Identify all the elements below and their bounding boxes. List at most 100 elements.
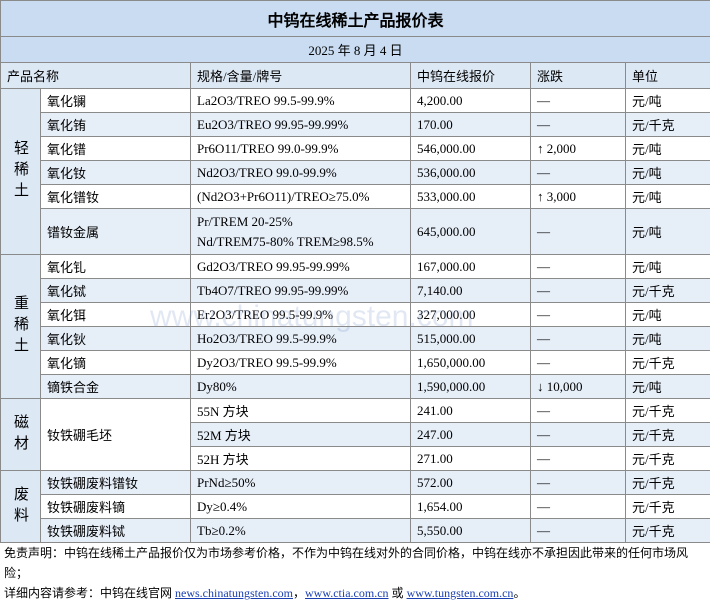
- data-row: 氧化镨钕(Nd2O3+Pr6O11)/TREO≥75.0%533,000.00↑…: [1, 185, 710, 209]
- group-label: 磁材: [1, 399, 41, 471]
- price: 7,140.00: [411, 279, 531, 303]
- unit: 元/吨: [626, 255, 710, 279]
- link[interactable]: www.tungsten.com.cn: [407, 586, 514, 600]
- change: ↑ 3,000: [531, 185, 626, 209]
- date: 2025 年 8 月 4 日: [1, 37, 710, 63]
- spec: Nd2O3/TREO 99.0-99.9%: [191, 161, 411, 185]
- change: —: [531, 423, 626, 447]
- price: 546,000.00: [411, 137, 531, 161]
- unit: 元/吨: [626, 375, 710, 399]
- column-header: 涨跌: [531, 63, 626, 89]
- spec: Dy≥0.4%: [191, 495, 411, 519]
- change: —: [531, 327, 626, 351]
- change: —: [531, 255, 626, 279]
- price-table: 中钨在线稀土产品报价表 2025 年 8 月 4 日 产品名称规格/含量/牌号中…: [0, 0, 710, 543]
- spec: Eu2O3/TREO 99.95-99.99%: [191, 113, 411, 137]
- unit: 元/千克: [626, 423, 710, 447]
- product-name: 镨钕金属: [41, 209, 191, 255]
- price: 247.00: [411, 423, 531, 447]
- price: 1,654.00: [411, 495, 531, 519]
- spec: Dy80%: [191, 375, 411, 399]
- product-name: 氧化镨: [41, 137, 191, 161]
- column-header: 单位: [626, 63, 710, 89]
- price: 167,000.00: [411, 255, 531, 279]
- title: 中钨在线稀土产品报价表: [1, 1, 710, 37]
- product-name: 氧化铒: [41, 303, 191, 327]
- product-name: 钕铁硼毛坯: [41, 399, 191, 471]
- product-name: 钕铁硼废料镨钕: [41, 471, 191, 495]
- change: —: [531, 519, 626, 543]
- product-name: 氧化镝: [41, 351, 191, 375]
- product-name: 氧化铕: [41, 113, 191, 137]
- group-label: 轻稀土: [1, 89, 41, 255]
- price: 327,000.00: [411, 303, 531, 327]
- reference: 详细内容请参考：中钨在线官网 news.chinatungsten.com，ww…: [4, 583, 710, 603]
- spec: Dy2O3/TREO 99.5-99.9%: [191, 351, 411, 375]
- price: 271.00: [411, 447, 531, 471]
- link[interactable]: www.ctia.com.cn: [305, 586, 389, 600]
- unit: 元/吨: [626, 185, 710, 209]
- price: 1,590,000.00: [411, 375, 531, 399]
- change: —: [531, 495, 626, 519]
- spec: Pr6O11/TREO 99.0-99.9%: [191, 137, 411, 161]
- unit: 元/吨: [626, 137, 710, 161]
- unit: 元/千克: [626, 519, 710, 543]
- column-header: 规格/含量/牌号: [191, 63, 411, 89]
- price: 4,200.00: [411, 89, 531, 113]
- change: —: [531, 279, 626, 303]
- price: 5,550.00: [411, 519, 531, 543]
- column-header: 产品名称: [1, 63, 191, 89]
- price: 515,000.00: [411, 327, 531, 351]
- unit: 元/千克: [626, 495, 710, 519]
- change: ↑ 2,000: [531, 137, 626, 161]
- spec: Ho2O3/TREO 99.5-99.9%: [191, 327, 411, 351]
- spec: Gd2O3/TREO 99.95-99.99%: [191, 255, 411, 279]
- spec: 55N 方块: [191, 399, 411, 423]
- unit: 元/吨: [626, 327, 710, 351]
- change: —: [531, 113, 626, 137]
- group-label: 废料: [1, 471, 41, 543]
- price: 533,000.00: [411, 185, 531, 209]
- unit: 元/千克: [626, 113, 710, 137]
- change: —: [531, 471, 626, 495]
- product-name: 钕铁硼废料镝: [41, 495, 191, 519]
- header-row: 产品名称规格/含量/牌号中钨在线报价涨跌单位: [1, 63, 710, 89]
- spec: Tb4O7/TREO 99.95-99.99%: [191, 279, 411, 303]
- text: 。: [513, 586, 525, 600]
- unit: 元/吨: [626, 303, 710, 327]
- unit: 元/吨: [626, 161, 710, 185]
- unit: 元/吨: [626, 209, 710, 255]
- spec: Tb≥0.2%: [191, 519, 411, 543]
- product-name: 氧化铽: [41, 279, 191, 303]
- product-name: 氧化钬: [41, 327, 191, 351]
- text: 详细内容请参考：中钨在线官网: [4, 586, 175, 600]
- product-name: 氧化钕: [41, 161, 191, 185]
- group-label: 重稀土: [1, 255, 41, 399]
- unit: 元/千克: [626, 351, 710, 375]
- spec: (Nd2O3+Pr6O11)/TREO≥75.0%: [191, 185, 411, 209]
- link[interactable]: news.chinatungsten.com: [175, 586, 293, 600]
- text: ，: [293, 586, 305, 600]
- spec: Pr/TREM 20-25% Nd/TREM75-80% TREM≥98.5%: [191, 209, 411, 255]
- unit: 元/吨: [626, 89, 710, 113]
- column-header: 中钨在线报价: [411, 63, 531, 89]
- change: —: [531, 399, 626, 423]
- unit: 元/千克: [626, 471, 710, 495]
- product-name: 氧化镨钕: [41, 185, 191, 209]
- product-name: 镝铁合金: [41, 375, 191, 399]
- price: 241.00: [411, 399, 531, 423]
- spec: Er2O3/TREO 99.5-99.9%: [191, 303, 411, 327]
- change: —: [531, 351, 626, 375]
